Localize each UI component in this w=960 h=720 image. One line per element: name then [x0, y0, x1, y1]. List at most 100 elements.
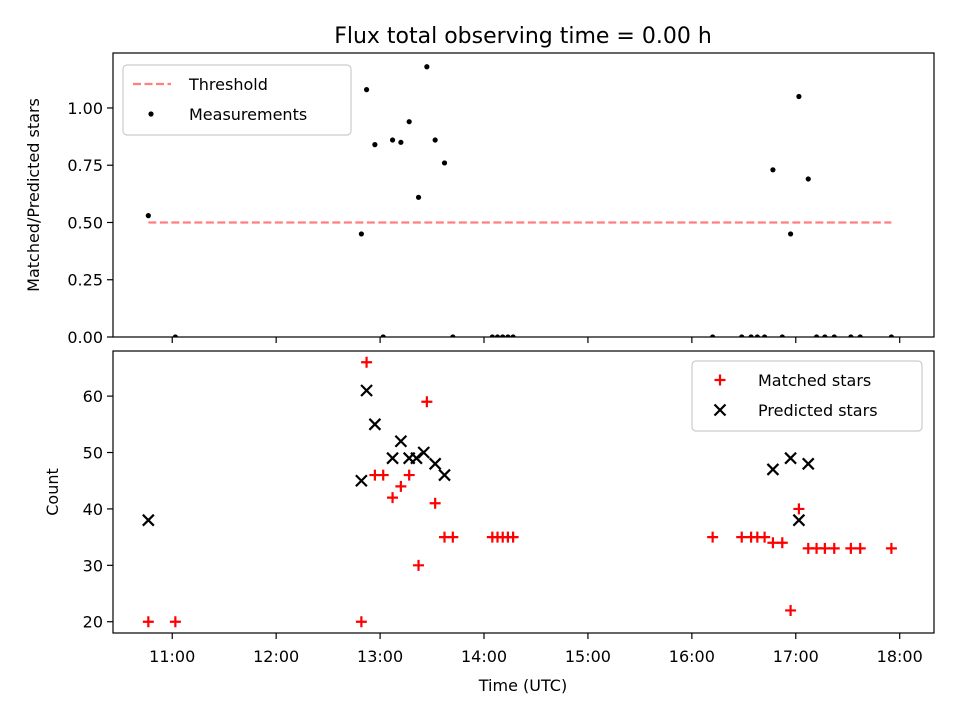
matched-star-marker — [819, 542, 831, 554]
x-tick-label: 15:00 — [565, 647, 611, 666]
matched-star-marker — [793, 503, 805, 515]
predicted-star-marker — [801, 457, 815, 471]
matched-star-marker — [767, 537, 779, 549]
matched-star-marker — [759, 531, 771, 543]
measurement-point — [888, 334, 894, 337]
matched-star-marker — [355, 616, 367, 628]
y-axis-label: Count — [43, 468, 62, 516]
matched-star-marker — [387, 492, 399, 504]
measurement-point — [389, 137, 396, 143]
matched-star-marker — [377, 469, 389, 481]
measurement-point — [415, 194, 422, 200]
x-tick-label: 12:00 — [253, 647, 299, 666]
measurement-point — [432, 137, 438, 143]
measurement-point — [363, 87, 370, 93]
matched-star-marker — [413, 559, 425, 571]
legend-handle-measurements — [148, 111, 154, 117]
y-tick-label: 0.50 — [67, 213, 103, 232]
matched-star-marker — [707, 531, 719, 543]
matched-star-marker — [395, 480, 407, 492]
matched-star-marker — [447, 531, 459, 543]
measurement-point — [441, 160, 448, 166]
measurement-point — [398, 139, 404, 145]
predicted-star-marker — [142, 513, 155, 527]
measurement-point — [848, 334, 854, 337]
predicted-star-marker — [438, 468, 451, 482]
matched-star-marker — [885, 542, 897, 554]
measurement-point — [787, 231, 794, 237]
measurement-point — [857, 334, 863, 337]
measurement-point — [748, 334, 754, 337]
measurement-point — [822, 334, 828, 337]
predicted-star-marker — [360, 384, 373, 397]
legend-box — [691, 360, 923, 432]
x-tick-label: 11:00 — [149, 647, 195, 666]
matched-star-marker — [142, 616, 154, 628]
bottom-panel-counts: 20 30 40 50 60 11:00 12:00 13:00 14:00 15:00 16:00… — [43, 350, 935, 666]
y-tick-label: 60 — [83, 387, 103, 406]
measurement-point — [372, 142, 378, 148]
predicted-star-marker — [766, 463, 780, 476]
predicted-star-marker — [394, 434, 408, 448]
measurement-point — [831, 334, 837, 337]
matched-star-marker — [169, 616, 181, 628]
measurement-point — [406, 119, 412, 125]
matched-star-marker — [507, 531, 519, 543]
x-tick-label: 18:00 — [877, 647, 923, 666]
measurement-point — [805, 176, 811, 182]
measurement-point — [505, 334, 511, 337]
legend-label: Matched stars — [758, 371, 871, 390]
measurement-point — [450, 334, 456, 337]
predicted-star-marker — [428, 457, 442, 471]
measurement-point — [510, 334, 516, 337]
y-tick-label: 0.00 — [67, 328, 103, 347]
predicted-star-marker — [792, 513, 806, 527]
legend-label: Threshold — [188, 75, 268, 94]
measurement-point — [380, 334, 386, 337]
y-tick-label: 20 — [83, 613, 103, 632]
predicted-star-marker — [410, 451, 423, 465]
x-tick-label: 13:00 — [357, 647, 403, 666]
x-tick-label: 14:00 — [461, 647, 507, 666]
y-tick-label: 0.25 — [67, 271, 103, 290]
predicted-star-marker — [368, 418, 382, 431]
measurement-point — [172, 334, 178, 337]
legend-label: Measurements — [189, 105, 307, 124]
predicted-star-marker — [417, 446, 431, 459]
matched-star-marker — [845, 542, 857, 554]
y-tick-label: 1.00 — [67, 99, 103, 118]
measurement-point — [145, 213, 151, 219]
axes-frame — [112, 52, 935, 338]
y-tick-label: 40 — [83, 500, 103, 519]
measurement-point — [358, 231, 364, 237]
measurement-point — [739, 334, 745, 337]
legend-handle-predicted-stars — [713, 403, 727, 417]
y-axis-label: Matched/Predicted stars — [24, 98, 43, 292]
matched-star-marker — [403, 469, 415, 481]
matched-star-marker — [361, 356, 373, 368]
legend: Matched stars Predicted stars — [691, 360, 923, 432]
matched-star-marker — [785, 604, 797, 616]
matched-star-marker — [421, 396, 433, 408]
x-tick-label: 17:00 — [773, 647, 819, 666]
predicted-star-marker — [355, 474, 368, 487]
axes-frame — [112, 350, 935, 634]
measurement-point — [710, 334, 716, 337]
measurement-point — [779, 334, 785, 337]
y-tick-label: 30 — [83, 556, 103, 575]
chart-title: Flux total observing time = 0.00 h — [334, 24, 712, 49]
measurement-point — [762, 334, 768, 337]
measurement-point — [796, 93, 802, 100]
measurement-point — [489, 334, 495, 337]
legend: Threshold Measurements — [122, 64, 352, 136]
measurement-point — [500, 334, 506, 337]
x-axis-label: Time (UTC) — [478, 676, 567, 695]
top-panel-ratio: 0.00 0.25 0.50 0.75 1.00 Matched/Predicted st… — [24, 52, 935, 347]
y-tick-label: 0.75 — [67, 156, 103, 175]
legend-label: Predicted stars — [758, 401, 878, 420]
measurement-point — [494, 334, 501, 337]
measurement-point — [813, 334, 820, 337]
y-tick-label: 50 — [83, 444, 103, 463]
matched-star-marker — [429, 497, 441, 509]
